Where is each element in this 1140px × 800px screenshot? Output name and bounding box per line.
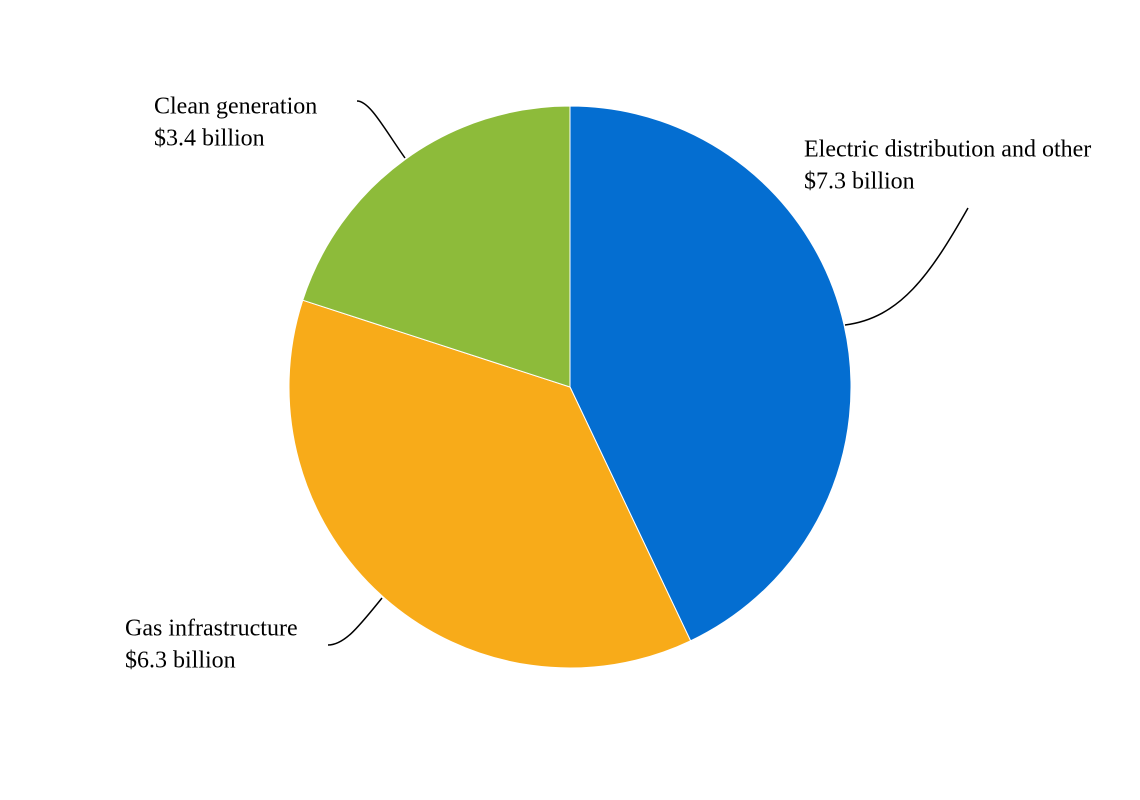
pie-slice (569, 105, 852, 642)
value-label: $7.3 billion (804, 169, 915, 195)
value-label: $6.3 billion (125, 648, 236, 674)
leader-line (356, 100, 406, 159)
leader-line (844, 207, 969, 326)
pie (288, 105, 852, 669)
pie-slice (302, 105, 571, 388)
slice-label: Electric distribution and other (804, 137, 1091, 163)
value-label: $3.4 billion (154, 126, 265, 152)
pie-slice (288, 299, 692, 669)
slice-label: Clean generation (154, 94, 317, 120)
slice-label: Gas infrastructure (125, 616, 298, 642)
leader-line (327, 597, 383, 646)
